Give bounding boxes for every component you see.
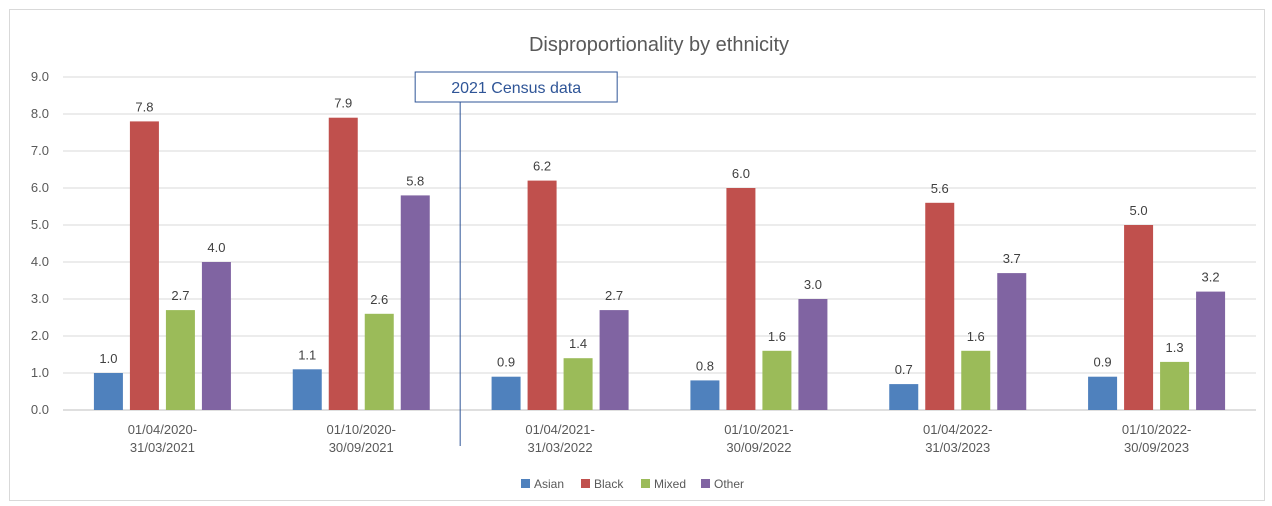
bar-mixed: [165, 310, 195, 410]
y-tick-label: 2.0: [31, 328, 49, 343]
bar-mixed: [1160, 361, 1190, 410]
bar-mixed: [762, 350, 792, 410]
bar-mixed: [364, 313, 394, 410]
bar-other: [599, 310, 629, 410]
bar-other: [201, 262, 231, 410]
bar-black: [726, 188, 756, 410]
category-label-line: 01/10/2022-: [1122, 422, 1191, 437]
bar-black: [129, 121, 159, 411]
category-label-line: 01/04/2020-: [128, 422, 197, 437]
data-label: 2.6: [370, 292, 388, 307]
annotation-box: [414, 71, 618, 103]
data-label: 0.9: [1094, 355, 1112, 370]
category-label-line: 01/10/2021-: [724, 422, 793, 437]
y-tick-label: 5.0: [31, 217, 49, 232]
y-tick-label: 1.0: [31, 365, 49, 380]
bar-black: [1124, 225, 1154, 410]
legend-swatch-asian: [521, 479, 530, 488]
data-label: 5.0: [1130, 203, 1148, 218]
data-label: 0.7: [895, 362, 913, 377]
category-label: 01/10/2020- 30/09/2021: [327, 422, 396, 455]
bar-mixed: [563, 358, 593, 410]
category-label: 01/04/2021- 31/03/2022: [525, 422, 594, 455]
bar-asian: [491, 376, 521, 410]
y-tick-label: 6.0: [31, 180, 49, 195]
bar-mixed: [961, 350, 991, 410]
legend-swatch-other: [701, 479, 710, 488]
bar-other: [400, 195, 430, 410]
data-labels: 1.0 7.8 2.7 4.0 1.1 7.9 2.6 5.8 0.9 6.2 1.4 2.7 0.8 6…: [99, 96, 1219, 377]
gridlines: [63, 76, 1256, 411]
category-label: 01/04/2022- 31/03/2023: [923, 422, 992, 455]
data-label: 0.9: [497, 355, 515, 370]
data-label: 7.9: [334, 96, 352, 111]
y-tick-label: 0.0: [31, 402, 49, 417]
legend-label-other: Other: [714, 477, 744, 491]
bar-black: [527, 180, 557, 410]
category-label-line: 31/03/2023: [925, 440, 990, 455]
data-label: 4.0: [207, 240, 225, 255]
annotation-label: 2021 Census data: [451, 80, 581, 97]
bar-asian: [1088, 376, 1118, 410]
bar-black: [925, 202, 955, 410]
bar-asian: [690, 380, 720, 410]
chart-area: Disproportionality by ethnicity 0.0 1.0 2.…: [9, 9, 1265, 501]
category-label-line: 31/03/2021: [130, 440, 195, 455]
y-tick-label: 3.0: [31, 291, 49, 306]
category-label: 01/10/2022- 30/09/2023: [1122, 422, 1191, 455]
chart-title: Disproportionality by ethnicity: [529, 34, 789, 56]
data-label: 2.7: [605, 288, 623, 303]
y-tick-label: 8.0: [31, 106, 49, 121]
data-label: 1.4: [569, 336, 587, 351]
y-tick-label: 4.0: [31, 254, 49, 269]
data-label: 7.8: [135, 99, 153, 114]
data-label: 5.6: [931, 181, 949, 196]
data-label: 6.2: [533, 159, 551, 174]
category-label-line: 30/09/2022: [726, 440, 791, 455]
data-label: 3.2: [1202, 270, 1220, 285]
category-label-line: 31/03/2022: [528, 440, 593, 455]
bar-other: [798, 299, 828, 410]
data-label: 0.8: [696, 358, 714, 373]
y-tick-label: 9.0: [31, 69, 49, 84]
data-label: 1.6: [768, 329, 786, 344]
bar-asian: [889, 384, 919, 410]
bar-asian: [93, 373, 123, 410]
bars: [93, 117, 1226, 411]
legend-label-asian: Asian: [534, 477, 564, 491]
data-label: 3.7: [1003, 251, 1021, 266]
category-label-line: 30/09/2023: [1124, 440, 1189, 455]
legend: Asian Black Mixed Other: [521, 477, 744, 491]
category-label-line: 01/04/2021-: [525, 422, 594, 437]
legend-label-mixed: Mixed: [654, 477, 686, 491]
category-label-line: 01/04/2022-: [923, 422, 992, 437]
data-label: 1.6: [967, 329, 985, 344]
bar-asian: [292, 369, 322, 410]
data-label: 1.1: [298, 347, 316, 362]
category-label-line: 30/09/2021: [329, 440, 394, 455]
category-label: 01/10/2021- 30/09/2022: [724, 422, 793, 455]
category-label-line: 01/10/2020-: [327, 422, 396, 437]
legend-swatch-black: [581, 479, 590, 488]
category-label: 01/04/2020- 31/03/2021: [128, 422, 197, 455]
y-axis-tick-labels: 0.0 1.0 2.0 3.0 4.0 5.0 6.0 7.0 8.0 9.0: [31, 69, 49, 417]
legend-swatch-mixed: [641, 479, 650, 488]
bar-black: [328, 117, 358, 410]
legend-label-black: Black: [594, 477, 624, 491]
bar-chart: Disproportionality by ethnicity 0.0 1.0 2.…: [31, 34, 1256, 491]
x-axis-category-labels: 01/04/2020- 31/03/2021 01/10/2020- 30/09/20…: [128, 422, 1192, 455]
census-annotation: 2021 Census data: [414, 71, 618, 446]
data-label: 3.0: [804, 277, 822, 292]
data-label: 5.8: [406, 173, 424, 188]
data-label: 2.7: [171, 288, 189, 303]
y-tick-label: 7.0: [31, 143, 49, 158]
bar-other: [997, 273, 1027, 410]
data-label: 1.3: [1166, 340, 1184, 355]
data-label: 1.0: [99, 351, 117, 366]
bar-other: [1196, 291, 1226, 410]
data-label: 6.0: [732, 166, 750, 181]
